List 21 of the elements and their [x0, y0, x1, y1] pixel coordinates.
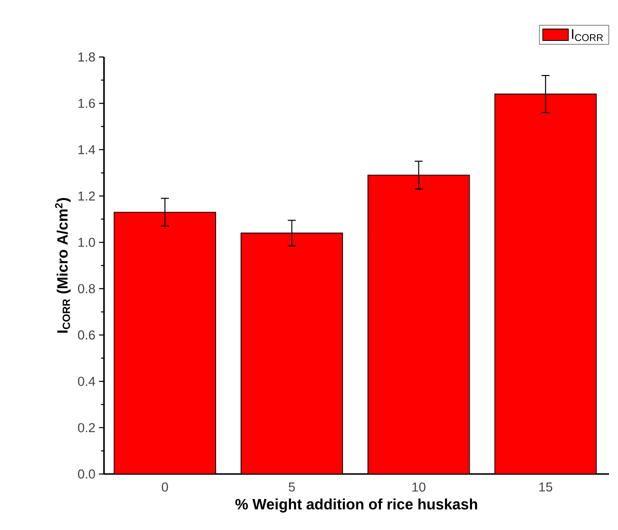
y-tick-label: 1.8	[78, 52, 95, 62]
y-tick-label: 0.2	[78, 423, 95, 432]
y-tick-label: 0.0	[78, 469, 95, 479]
y-tick-label: 0.4	[78, 376, 96, 386]
x-axis-title: % Weight addition of rice huskash	[235, 498, 478, 513]
bar	[368, 174, 470, 474]
y-tick-label: 1.6	[78, 98, 95, 108]
y-tick-label: 1.4	[78, 145, 96, 154]
y-tick-label: 0.6	[78, 330, 95, 340]
bar	[114, 212, 216, 474]
bar	[494, 94, 597, 474]
bar	[240, 232, 343, 474]
x-tick-label: 0	[162, 482, 168, 492]
x-tick-label: 5	[288, 482, 295, 492]
y-axis-title: I$_{CORR}$ (Micro A/cm$^{2}$)	[55, 198, 71, 333]
text: I$_{CORR}$	[572, 29, 603, 42]
y-tick-label: 0.8	[78, 284, 95, 294]
x-tick-label: 15	[539, 482, 552, 492]
y-tick-label: 1.0	[78, 238, 95, 247]
x-tick-label: 10	[412, 482, 426, 492]
y-tick-label: 1.2	[78, 191, 95, 201]
